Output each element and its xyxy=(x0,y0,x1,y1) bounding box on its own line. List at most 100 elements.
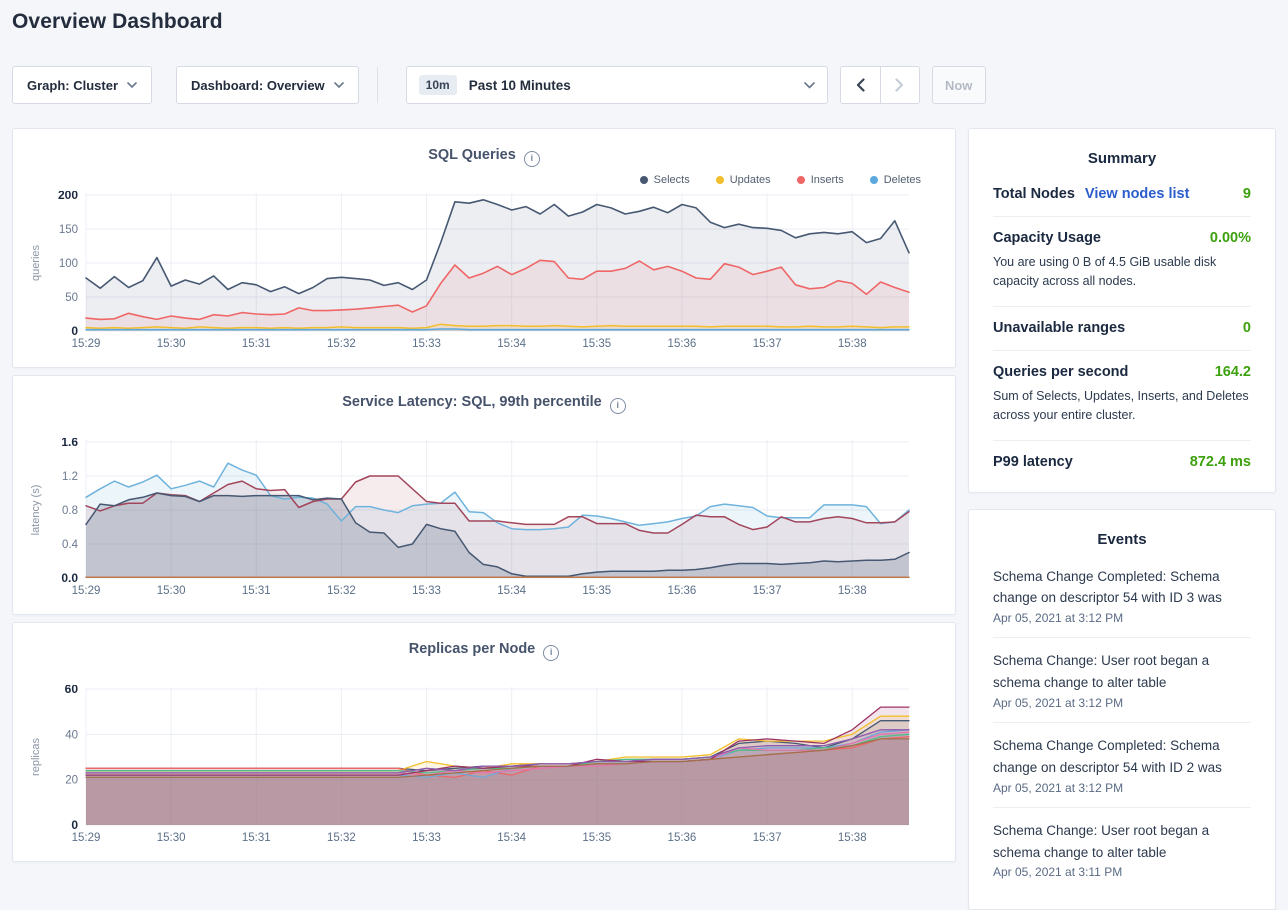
summary-value: 0 xyxy=(1243,320,1251,336)
svg-text:15:30: 15:30 xyxy=(157,338,186,350)
svg-text:100: 100 xyxy=(59,258,78,270)
svg-text:15:31: 15:31 xyxy=(242,832,271,844)
page-title: Overview Dashboard xyxy=(12,10,223,34)
chart-title: Service Latency: SQL, 99th percentile xyxy=(342,394,602,410)
events-title: Events xyxy=(993,510,1251,554)
info-icon[interactable]: i xyxy=(543,645,559,661)
svg-text:15:38: 15:38 xyxy=(838,832,867,844)
summary-value: 9 xyxy=(1243,186,1251,202)
chart-title: SQL Queries xyxy=(428,147,516,163)
svg-text:15:37: 15:37 xyxy=(753,832,782,844)
svg-text:15:34: 15:34 xyxy=(497,585,526,597)
event-timestamp: Apr 05, 2021 at 3:11 PM xyxy=(993,865,1251,879)
info-icon[interactable]: i xyxy=(610,398,626,414)
events-list: Schema Change Completed: Schema change o… xyxy=(993,554,1251,892)
sidebar: Summary Total Nodes View nodes list 9 Ca… xyxy=(968,128,1276,910)
chevron-right-icon xyxy=(895,78,904,92)
svg-text:15:31: 15:31 xyxy=(242,585,271,597)
chart-legend: Selects Updates Inserts Deletes xyxy=(640,174,921,186)
event-item[interactable]: Schema Change: User root began a schema … xyxy=(993,638,1251,723)
dashboard-dropdown-label: Dashboard: Overview xyxy=(191,78,325,93)
svg-text:50: 50 xyxy=(65,292,78,304)
summary-label: Unavailable ranges xyxy=(993,320,1125,336)
time-nav-arrows xyxy=(840,66,920,104)
event-timestamp: Apr 05, 2021 at 3:12 PM xyxy=(993,611,1251,625)
legend-label: Deletes xyxy=(884,174,921,186)
chevron-down-icon xyxy=(804,82,815,89)
svg-text:15:32: 15:32 xyxy=(327,585,356,597)
summary-description: You are using 0 B of 4.5 GiB usable disk… xyxy=(993,253,1251,292)
summary-row: Capacity Usage 0.00% You are using 0 B o… xyxy=(993,217,1251,307)
legend-item: Updates xyxy=(716,174,771,186)
summary-label: Queries per second xyxy=(993,364,1128,380)
summary-description: Sum of Selects, Updates, Inserts, and De… xyxy=(993,387,1251,426)
summary-title: Summary xyxy=(993,129,1251,173)
toolbar: Graph: Cluster Dashboard: Overview 10m P… xyxy=(12,66,986,104)
svg-text:0.4: 0.4 xyxy=(62,539,79,551)
svg-text:60: 60 xyxy=(65,685,79,696)
svg-text:15:33: 15:33 xyxy=(412,832,441,844)
legend-item: Selects xyxy=(640,174,690,186)
svg-text:15:29: 15:29 xyxy=(72,338,101,350)
svg-text:15:32: 15:32 xyxy=(327,832,356,844)
summary-row: P99 latency 872.4 ms xyxy=(993,441,1251,474)
svg-text:15:34: 15:34 xyxy=(497,338,526,350)
legend-dot-icon xyxy=(716,176,724,184)
events-panel: Events Schema Change Completed: Schema c… xyxy=(968,509,1276,910)
svg-text:15:38: 15:38 xyxy=(838,338,867,350)
event-message: Schema Change Completed: Schema change o… xyxy=(993,566,1251,610)
svg-text:15:38: 15:38 xyxy=(838,585,867,597)
legend-label: Selects xyxy=(654,174,690,186)
svg-text:40: 40 xyxy=(65,729,78,741)
svg-text:0.8: 0.8 xyxy=(62,505,78,517)
svg-text:20: 20 xyxy=(65,775,78,787)
graph-dropdown[interactable]: Graph: Cluster xyxy=(12,66,152,104)
event-item[interactable]: Schema Change Completed: Schema change o… xyxy=(993,554,1251,639)
time-range-badge: 10m xyxy=(419,75,457,95)
summary-label: Capacity Usage xyxy=(993,230,1101,246)
summary-value: 0.00% xyxy=(1210,230,1251,246)
legend-dot-icon xyxy=(797,176,805,184)
event-message: Schema Change: User root began a schema … xyxy=(993,650,1251,694)
summary-row: Unavailable ranges 0 xyxy=(993,307,1251,351)
chevron-down-icon xyxy=(334,82,344,88)
legend-label: Inserts xyxy=(811,174,844,186)
charts-column: SQL Queries i Selects Updates Inserts Delete… xyxy=(12,128,956,869)
svg-text:15:36: 15:36 xyxy=(668,585,697,597)
toolbar-divider xyxy=(377,67,378,103)
next-time-button[interactable] xyxy=(880,66,920,104)
view-nodes-list-link[interactable]: View nodes list xyxy=(1085,186,1190,202)
previous-time-button[interactable] xyxy=(840,66,880,104)
time-range-picker[interactable]: 10m Past 10 Minutes xyxy=(406,66,828,104)
event-item[interactable]: Schema Change: User root began a schema … xyxy=(993,808,1251,892)
svg-text:0.0: 0.0 xyxy=(61,571,78,585)
svg-text:15:36: 15:36 xyxy=(668,832,697,844)
chart-title: Replicas per Node xyxy=(409,641,536,657)
svg-text:0: 0 xyxy=(71,324,78,338)
legend-dot-icon xyxy=(640,176,648,184)
svg-text:1.2: 1.2 xyxy=(62,471,78,483)
info-icon[interactable]: i xyxy=(524,151,540,167)
legend-label: Updates xyxy=(730,174,771,186)
svg-text:15:33: 15:33 xyxy=(412,585,441,597)
svg-text:200: 200 xyxy=(58,191,78,202)
svg-text:latency (s): latency (s) xyxy=(30,485,42,536)
legend-item: Inserts xyxy=(797,174,844,186)
event-message: Schema Change: User root began a schema … xyxy=(993,820,1251,864)
summary-label: P99 latency xyxy=(993,454,1073,470)
legend-item: Deletes xyxy=(870,174,921,186)
svg-text:15:29: 15:29 xyxy=(72,585,101,597)
svg-text:1.6: 1.6 xyxy=(61,438,78,449)
svg-text:15:36: 15:36 xyxy=(668,338,697,350)
summary-label: Total Nodes xyxy=(993,186,1075,202)
event-item[interactable]: Schema Change Completed: Schema change o… xyxy=(993,723,1251,808)
dashboard-dropdown[interactable]: Dashboard: Overview xyxy=(176,66,359,104)
now-button[interactable]: Now xyxy=(932,66,986,104)
event-timestamp: Apr 05, 2021 at 3:12 PM xyxy=(993,696,1251,710)
event-message: Schema Change Completed: Schema change o… xyxy=(993,735,1251,779)
summary-row: Queries per second 164.2 Sum of Selects,… xyxy=(993,351,1251,441)
